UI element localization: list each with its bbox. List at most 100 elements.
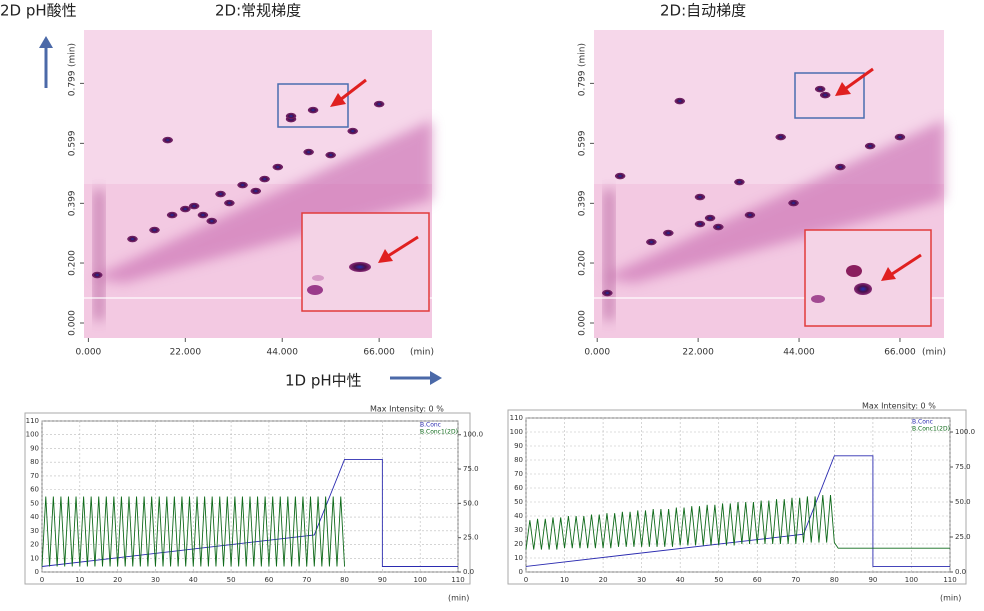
void-band: [94, 190, 104, 320]
x-tick-label: 20: [599, 576, 608, 584]
elution-band: [602, 120, 944, 283]
x-tick-label: 40: [189, 576, 198, 584]
spot: [694, 220, 706, 228]
x-tick-label: 60: [753, 576, 762, 584]
spot: [166, 211, 178, 219]
spot: [694, 193, 706, 201]
x-tick-label: 100: [413, 576, 426, 584]
y-tick-label: 50: [30, 499, 39, 507]
y-tick-label: 0.399: [578, 190, 588, 216]
spot: [602, 289, 613, 297]
x-direction-label: 1D pH中性: [285, 372, 362, 390]
void-band: [604, 190, 614, 320]
y-tick-label: 0.399: [68, 190, 78, 216]
x-tick-label: 110: [943, 576, 956, 584]
y2-tick-label: 75.0: [955, 463, 971, 471]
y-tick-label: 30: [514, 526, 523, 534]
y-tick-label: 70: [514, 470, 523, 478]
x-tick-label: 0: [40, 576, 44, 584]
y-tick-label: 0.200: [68, 250, 78, 276]
spot: [775, 133, 786, 141]
spot: [197, 211, 209, 219]
x-tick-label: 70: [791, 576, 800, 584]
spot: [272, 163, 284, 171]
chart-title: Max Intensity: 0 %: [862, 402, 936, 411]
x-tick-label: 50: [714, 576, 723, 584]
y-tick-label: 110: [510, 414, 523, 422]
x-axis-label: (min): [940, 594, 961, 603]
x-tick-label: 80: [830, 576, 839, 584]
spot: [713, 223, 724, 231]
y2-tick-label: 25.0: [463, 534, 479, 542]
legend-label: B.Conc: [420, 422, 441, 429]
x-tick-label: 10: [75, 576, 84, 584]
spot: [259, 175, 270, 183]
y2-tick-label: 0.0: [463, 568, 474, 576]
legend-label: B.Conc1(2D): [420, 429, 458, 436]
y-tick-label: 110: [26, 417, 39, 425]
x-tick-label: 90: [868, 576, 877, 584]
y-tick-label: 0.599: [578, 130, 588, 156]
y-direction-label: 2D pH酸性: [0, 2, 77, 20]
spot: [127, 235, 138, 243]
y2-tick-label: 25.0: [955, 533, 971, 541]
y-tick-label: 90: [30, 444, 39, 452]
spot: [788, 199, 799, 207]
spot: [303, 148, 314, 156]
x-tick-label: 70: [302, 576, 311, 584]
y-tick-label: 40: [30, 513, 39, 521]
y-tick-label: 80: [514, 456, 523, 464]
y-tick-label: 60: [30, 486, 39, 494]
spot: [614, 172, 626, 180]
x-tick-label: 30: [151, 576, 160, 584]
elution-band: [92, 120, 432, 283]
x-tick-label: 22.000: [170, 348, 202, 358]
y-tick-label: 0.200: [578, 250, 588, 276]
spot: [188, 202, 200, 210]
y-tick-label: 50: [514, 498, 523, 506]
spot: [237, 181, 248, 189]
x-tick-label: 100: [905, 576, 918, 584]
x-tick-label: 90: [378, 576, 387, 584]
x-tick-label: 66.000: [884, 348, 916, 358]
x-tick-label: 110: [451, 576, 464, 584]
spot: [646, 238, 657, 246]
y2-tick-label: 100.0: [463, 431, 483, 439]
spot: [215, 190, 226, 198]
y-tick-label: 0: [519, 568, 523, 576]
spot: [162, 136, 173, 144]
spot: [894, 133, 906, 141]
x-tick-label: 0.000: [584, 348, 610, 358]
x-tick-label: 30: [637, 576, 646, 584]
spot: [91, 271, 103, 279]
spot: [704, 214, 716, 222]
y-tick-label: 100: [26, 431, 39, 439]
y-tick-label: 20: [30, 541, 39, 549]
series-line: [525, 494, 950, 550]
insets: [277, 67, 932, 327]
x-tick-label: 44.000: [783, 348, 815, 358]
x-tick-label: 20: [113, 576, 122, 584]
legend-label: B.Conc1(2D): [912, 426, 950, 433]
x-tick-label: 80: [340, 576, 349, 584]
spot: [744, 211, 756, 219]
x-tick-label: 60: [264, 576, 273, 584]
spot: [149, 226, 160, 234]
spot: [373, 100, 385, 108]
y-tick-label: 0.599: [68, 130, 78, 156]
x-tick-label: 50: [227, 576, 236, 584]
y-tick-label: 90: [514, 442, 523, 450]
y2-tick-label: 50.0: [955, 498, 971, 506]
spot: [206, 217, 217, 225]
spot: [835, 163, 846, 171]
y-tick-label: 100: [510, 428, 523, 436]
spot: [224, 199, 235, 207]
series-line: [41, 496, 345, 567]
x-tick-label: 10: [560, 576, 569, 584]
y-axis-label: (min): [68, 43, 78, 67]
y2-tick-label: 100.0: [955, 428, 975, 436]
y-tick-label: 40: [514, 512, 523, 520]
